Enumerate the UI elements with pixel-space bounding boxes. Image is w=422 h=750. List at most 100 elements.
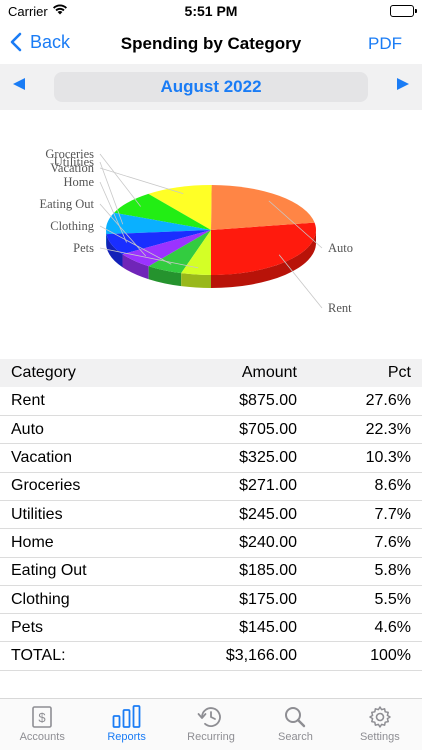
leader-line (99, 167, 184, 195)
svg-text:$: $ (39, 710, 47, 725)
table-header-row: Category Amount Pct (0, 359, 422, 388)
row-category: Utilities (0, 500, 200, 530)
leader-line (99, 225, 172, 265)
row-pct: 5.5% (297, 585, 422, 615)
pie-side-eating-out (122, 254, 149, 280)
row-pct: 22.3% (297, 415, 422, 445)
row-category: Auto (0, 415, 200, 445)
row-amount: $240.00 (200, 528, 297, 558)
pie-side-pets (181, 273, 211, 288)
row-amount: $185.00 (200, 557, 297, 586)
chevron-left-icon (10, 32, 22, 53)
row-category: Clothing (0, 585, 200, 615)
recurring-clock-icon (197, 707, 221, 727)
row-pct: 7.7% (297, 500, 422, 530)
tab-label: Accounts (19, 731, 65, 743)
pie-label-auto: Auto (328, 241, 353, 255)
row-category: Vacation (0, 443, 200, 473)
table-row[interactable]: Pets $145.00 4.6% (0, 613, 422, 643)
row-category: Rent (0, 387, 200, 417)
pie-label-utilities: Utilities (54, 155, 94, 169)
table-row[interactable]: Home $240.00 7.6% (0, 528, 422, 558)
row-pct: 4.6% (297, 613, 422, 643)
tab-settings[interactable]: Settings (338, 699, 422, 750)
leader-line (278, 254, 323, 309)
tab-label: Reports (107, 731, 146, 743)
pie-chart: Rent Auto Vacation Groceries Utilities Home Ea… (0, 110, 422, 358)
row-amount: $271.00 (200, 472, 297, 501)
tab-accounts[interactable]: $ Accounts (0, 699, 84, 750)
leader-line (99, 181, 127, 243)
carrier-label: Carrier (8, 4, 48, 19)
leader-line (99, 203, 147, 257)
month-selector: August 2022 (0, 64, 422, 110)
pie-label-pets: Pets (73, 241, 94, 255)
pdf-button[interactable]: PDF (368, 34, 402, 53)
back-label: Back (30, 32, 71, 52)
bar-chart-icon (112, 705, 141, 728)
table-row[interactable]: Auto $705.00 22.3% (0, 415, 422, 445)
page-title: Spending by Category (120, 34, 302, 53)
header-amount: Amount (200, 359, 297, 388)
row-amount: $325.00 (200, 443, 297, 473)
row-category: Groceries (0, 472, 200, 501)
status-time: 5:51 PM (184, 3, 238, 19)
pie-slice-rent (211, 222, 316, 275)
pie-slice-clothing (148, 230, 211, 274)
row-pct: 7.6% (297, 528, 422, 558)
pie-slice-home (106, 230, 211, 255)
leader-line (99, 153, 141, 207)
tab-recurring[interactable]: Recurring (169, 699, 253, 750)
row-pct: 5.8% (297, 557, 422, 586)
category-table: Category Amount Pct Rent $875.00 27.6% A… (0, 359, 422, 671)
pie-side-clothing (148, 266, 182, 287)
pie-label-home: Home (63, 175, 94, 189)
pie-slice-auto (211, 185, 315, 230)
table-row[interactable]: Utilities $245.00 7.7% (0, 500, 422, 530)
triangle-right-icon[interactable] (396, 76, 410, 96)
pie-slice-utilities (106, 212, 211, 235)
triangle-left-icon[interactable] (12, 76, 26, 96)
row-amount: $175.00 (200, 585, 297, 615)
tab-reports[interactable]: Reports (84, 699, 168, 750)
table-row[interactable]: Rent $875.00 27.6% (0, 387, 422, 417)
row-amount: $145.00 (200, 613, 297, 643)
row-amount: $245.00 (200, 500, 297, 530)
row-category: Eating Out (0, 557, 200, 586)
tab-search[interactable]: Search (253, 699, 337, 750)
tab-label: Recurring (187, 731, 235, 743)
table-row[interactable]: Clothing $175.00 5.5% (0, 585, 422, 615)
navigation-bar: Back Spending by Category PDF (0, 24, 422, 64)
pie-label-rent: Rent (328, 301, 352, 315)
pie-label-eating-out: Eating Out (39, 197, 94, 211)
tab-label: Search (277, 731, 313, 743)
back-button[interactable]: Back (10, 32, 70, 53)
tab-label: Settings (359, 731, 400, 743)
total-pct: 100% (297, 641, 422, 671)
search-icon (285, 707, 306, 728)
pie-label-vacation: Vacation (50, 161, 94, 175)
row-pct: 8.6% (297, 472, 422, 501)
pie-side-rent (211, 230, 316, 288)
header-category: Category (0, 359, 200, 388)
pie-slice-vacation (148, 185, 212, 230)
tab-bar: $ Accounts Reports Recurring Search Sett… (0, 698, 422, 750)
header-pct: Pct (297, 359, 422, 388)
battery-icon (390, 5, 417, 17)
row-category: Home (0, 528, 200, 558)
row-pct: 27.6% (297, 387, 422, 417)
gear-icon (369, 706, 391, 728)
row-pct: 10.3% (297, 443, 422, 473)
month-label[interactable]: August 2022 (54, 72, 368, 102)
table-row[interactable]: Vacation $325.00 10.3% (0, 443, 422, 473)
table-total-row: TOTAL: $3,166.00 100% (0, 641, 422, 671)
total-label: TOTAL: (0, 641, 200, 671)
pie-label-groceries: Groceries (45, 147, 94, 161)
wifi-icon (52, 3, 68, 18)
table-row[interactable]: Groceries $271.00 8.6% (0, 472, 422, 501)
row-amount: $875.00 (200, 387, 297, 417)
leader-line (99, 161, 124, 225)
table-row[interactable]: Eating Out $185.00 5.8% (0, 557, 422, 586)
row-category: Pets (0, 613, 200, 643)
